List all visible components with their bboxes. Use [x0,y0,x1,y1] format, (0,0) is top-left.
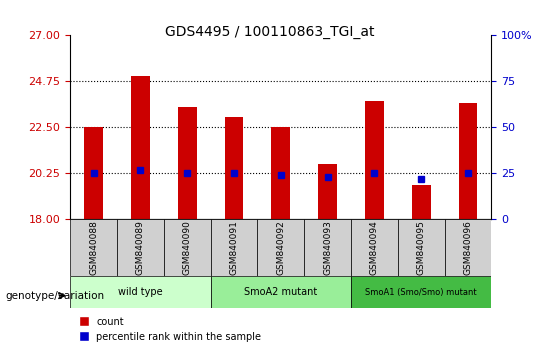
Text: GDS4495 / 100110863_TGI_at: GDS4495 / 100110863_TGI_at [165,25,375,39]
Text: GSM840091: GSM840091 [230,220,239,275]
Bar [225,117,244,219]
FancyBboxPatch shape [70,219,117,276]
Bar [365,101,384,219]
Bar [318,164,337,219]
FancyBboxPatch shape [444,219,491,276]
FancyBboxPatch shape [351,276,491,308]
Text: GSM840092: GSM840092 [276,221,285,275]
Text: wild type: wild type [118,287,163,297]
Text: GSM840094: GSM840094 [370,221,379,275]
Text: GSM840090: GSM840090 [183,220,192,275]
FancyBboxPatch shape [398,219,444,276]
FancyBboxPatch shape [351,219,398,276]
Text: GSM840089: GSM840089 [136,220,145,275]
Bar [84,127,103,219]
FancyBboxPatch shape [211,219,258,276]
FancyBboxPatch shape [117,219,164,276]
Text: genotype/variation: genotype/variation [5,291,105,301]
Text: GSM840095: GSM840095 [417,220,426,275]
FancyBboxPatch shape [164,219,211,276]
Bar [131,76,150,219]
Text: GSM840093: GSM840093 [323,220,332,275]
FancyBboxPatch shape [304,219,351,276]
Text: GSM840096: GSM840096 [463,220,472,275]
Legend: count, percentile rank within the sample: count, percentile rank within the sample [75,313,265,346]
FancyBboxPatch shape [211,276,351,308]
Bar [272,127,290,219]
FancyBboxPatch shape [70,276,211,308]
FancyBboxPatch shape [258,219,304,276]
Bar [458,103,477,219]
Bar [412,185,430,219]
Text: SmoA1 (Smo/Smo) mutant: SmoA1 (Smo/Smo) mutant [366,287,477,297]
Text: GSM840088: GSM840088 [89,220,98,275]
Bar [178,107,197,219]
Text: SmoA2 mutant: SmoA2 mutant [244,287,318,297]
